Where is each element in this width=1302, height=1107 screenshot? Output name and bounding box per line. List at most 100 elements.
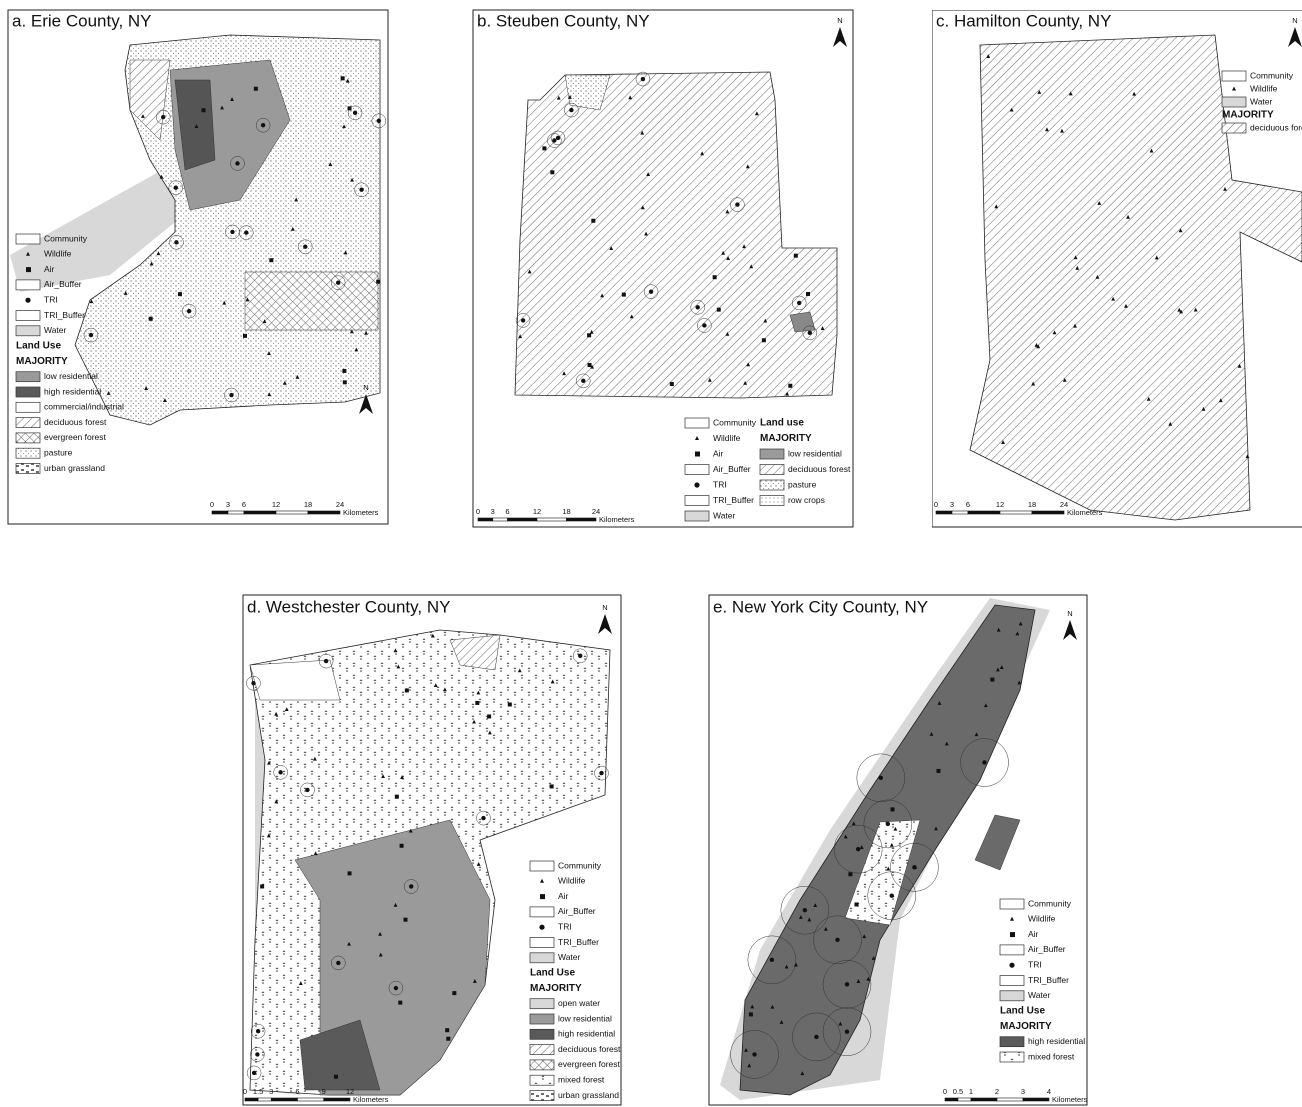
wildlife-symbol [1062,377,1067,382]
air-site [445,1028,450,1033]
scale-tick-label: 0 [476,507,480,516]
tri-site [251,681,256,686]
legend-label: Air [713,448,724,458]
wildlife-symbol [807,917,812,922]
legend-label: Community [558,860,602,870]
wildlife-symbol [744,1047,748,1052]
wildlife-symbol [1179,309,1184,314]
wildlife-symbol [1073,323,1077,328]
land-use-label: high residential [1028,1036,1085,1046]
land-use-area [244,271,379,331]
north-arrow [1288,27,1302,47]
tri-site [173,185,179,190]
land-use-swatch [529,1028,555,1040]
wildlife-symbol [194,124,199,128]
wildlife-symbol [267,351,271,355]
buffer [822,1007,872,1056]
tri-site [802,908,808,913]
tri-site [814,1034,819,1040]
buffer [155,109,171,125]
buffer [791,295,807,311]
air-site [854,902,859,907]
legend-label: Community [1028,898,1072,908]
tri-site [648,289,654,294]
land-use-title: Land use [760,418,804,429]
wildlife-symbol [1146,396,1151,401]
wildlife-symbol [1073,255,1078,260]
wildlife-symbol [527,269,532,274]
air-site [748,1012,753,1017]
scale-tick-label: 0.5 [953,1087,963,1096]
tri-site [855,846,861,852]
air-site [542,146,547,151]
legend-swatch [684,464,710,475]
north-label: N [837,16,842,25]
wildlife-symbol [1015,631,1020,636]
wildlife-symbol [944,741,949,746]
wildlife-symbol [629,314,634,319]
scale-tick-label: 12 [346,1087,354,1096]
scale-segment [257,1097,272,1102]
wildlife-symbol [1126,214,1130,219]
buffer [643,284,659,299]
tri-site [229,392,234,398]
wildlife-symbol [408,828,413,833]
wildlife-symbol [1075,265,1080,270]
wildlife-symbol [1052,330,1057,335]
air-site [269,258,274,263]
land-use-label: deciduous forest [1250,122,1302,132]
wildlife-symbol [974,732,979,737]
tri-site [835,937,840,943]
wildlife-symbol [886,866,891,871]
tri-site [695,305,700,310]
air-symbol [1010,932,1015,938]
land-use-swatch [999,1051,1025,1063]
scale-tick-label: 2 [995,1087,999,1096]
tri-site [735,202,740,207]
majority-label: MAJORITY [530,983,582,994]
tri-symbol [694,482,700,488]
legend-swatch [15,233,41,245]
wildlife-symbol [342,124,346,129]
buffer [594,765,609,781]
legend-label: Community [1250,70,1294,80]
tri-site [393,985,399,991]
wildlife-symbol [1018,621,1023,626]
wildlife-symbol [1060,128,1064,133]
scale-tick-label: 3 [269,1087,273,1096]
legend-label: Wildlife [1028,914,1056,924]
tri-site [481,815,486,821]
wildlife-symbol [1232,86,1236,91]
scale-tick-label: 12 [272,500,280,509]
tri-site [244,230,249,235]
wildlife-symbol [1149,148,1154,153]
legend-swatch [529,860,555,872]
buffer [347,105,363,121]
wildlife-symbol [350,177,354,182]
wildlife-symbol [393,648,398,653]
legend-label: Wildlife [713,433,741,443]
panel-title: c. Hamilton County, NY [936,11,1111,30]
legend-swatch [529,906,555,918]
wildlife-symbol [312,756,317,761]
legend-label: Air_Buffer [1028,944,1066,954]
north-arrow [1063,620,1077,640]
air-symbol [695,451,700,457]
map-panel: c. Hamilton County, NY N Community Wildlife… [932,10,1302,528]
wildlife-symbol [378,931,382,936]
wildlife-symbol [743,380,748,385]
north-arrow [598,614,612,634]
buffer [960,738,1009,787]
wildlife-symbol [274,799,279,804]
scale-segment [270,1097,298,1102]
wildlife-symbol [995,667,1000,672]
wildlife-symbol [556,95,561,100]
wildlife-symbol [262,319,267,324]
wildlife-symbol [871,955,876,960]
wildlife-symbol [934,826,938,831]
air-site [452,991,457,996]
wildlife-symbol [589,329,594,334]
legend-label: Air_Buffer [713,464,751,474]
wildlife-symbol [746,362,751,367]
buffer [388,980,404,996]
